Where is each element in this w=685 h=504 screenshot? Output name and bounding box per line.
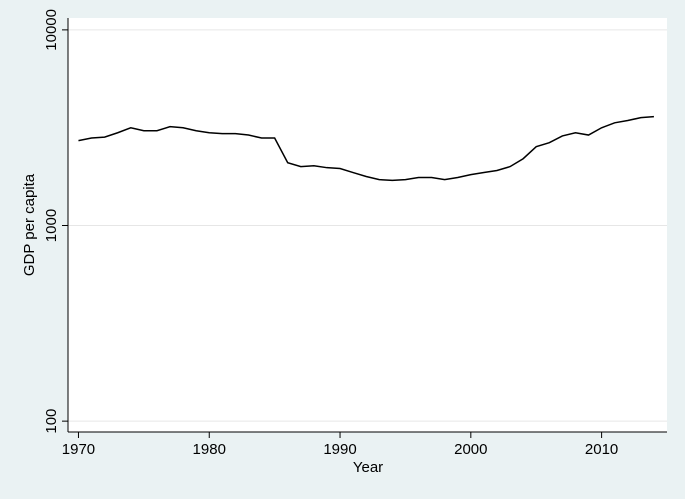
y-tick-label: 10000 (43, 9, 60, 51)
x-tick-label: 2000 (454, 441, 487, 458)
y-tick-label: 1000 (43, 209, 60, 242)
plot-area (68, 18, 667, 432)
x-tick-label: 1970 (62, 441, 95, 458)
x-tick-label: 2010 (585, 441, 618, 458)
x-tick-label: 1990 (323, 441, 356, 458)
y-axis-title: GDP per capita (21, 173, 38, 276)
x-axis-title: Year (353, 459, 383, 476)
y-tick-label: 100 (43, 409, 60, 434)
x-tick-label: 1980 (193, 441, 226, 458)
data-line (78, 115, 654, 182)
